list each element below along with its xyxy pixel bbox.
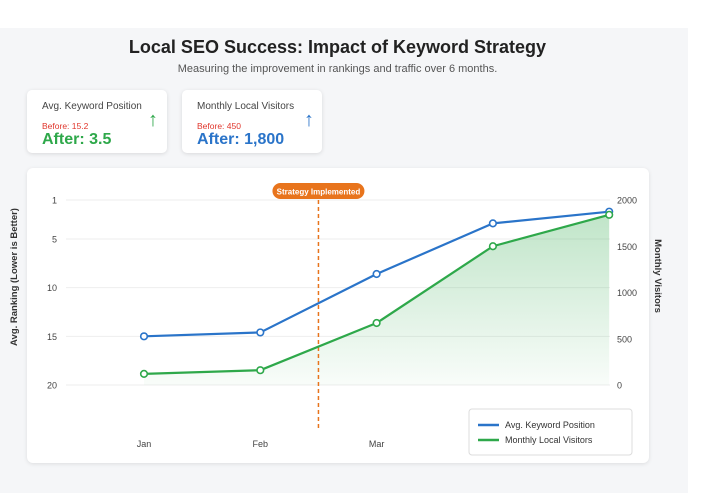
ranking-point	[488, 219, 498, 228]
kpi-before-value: Before: 450	[197, 121, 241, 131]
strategy-annotation-label: Strategy Implemented	[277, 188, 361, 197]
legend-label-visitors: Monthly Local Visitors	[505, 435, 593, 445]
x-tick-label: Mar	[369, 439, 385, 449]
strategy-annotation-badge	[272, 183, 365, 199]
kpi-after-value: After: 1,800	[197, 131, 285, 148]
kpi-after-value: After: 3.5	[42, 131, 112, 148]
kpi-card-local-visitors: Monthly Local Visitors Before: 450 After…	[182, 90, 322, 153]
y-axis-label-right: Monthly Visitors	[652, 239, 663, 313]
visitors-point	[605, 210, 614, 219]
visitors-point	[139, 369, 149, 379]
legend-label-ranking: Avg. Keyword Position	[505, 420, 595, 430]
page-subtitle: Measuring the improvement in rankings an…	[177, 63, 498, 75]
x-tick-label: Feb	[253, 439, 269, 449]
y-tick-label-right: 500	[617, 334, 632, 344]
ranking-point	[372, 269, 381, 279]
y-tick-label-right: 1000	[617, 288, 637, 298]
x-tick-label: Jan	[137, 439, 152, 449]
y-tick-label-right: 0	[617, 381, 622, 391]
visitors-point	[256, 366, 265, 375]
up-arrow-icon: ↑	[304, 109, 314, 131]
y-tick-label-left: 1	[52, 196, 57, 206]
kpi-before-value: Before: 15.2	[42, 121, 89, 131]
y-tick-label-right: 1500	[617, 242, 637, 252]
ranking-point	[256, 328, 265, 337]
up-arrow-icon: ↑	[148, 109, 158, 131]
visitors-area-fill	[144, 214, 610, 385]
kpi-card-keyword-position: Avg. Keyword Position Before: 15.2 After…	[27, 90, 167, 153]
y-tick-label-left: 20	[47, 381, 57, 391]
y-tick-label-left: 10	[47, 283, 57, 293]
kpi-label: Avg. Keyword Position	[42, 101, 142, 112]
visitors-point	[488, 242, 498, 251]
visitors-point	[372, 318, 381, 328]
page-title: Local SEO Success: Impact of Keyword Str…	[128, 37, 547, 57]
chart-legend: Avg. Keyword Position Monthly Local Visi…	[468, 408, 633, 456]
y-tick-label-left: 5	[52, 234, 57, 244]
kpi-label: Monthly Local Visitors	[197, 101, 295, 112]
y-tick-label-left: 15	[47, 332, 57, 342]
y-tick-label-right: 2000	[617, 196, 637, 206]
y-axis-label-left: Avg. Ranking (Lower is Better)	[9, 208, 20, 346]
ranking-point	[139, 332, 149, 341]
